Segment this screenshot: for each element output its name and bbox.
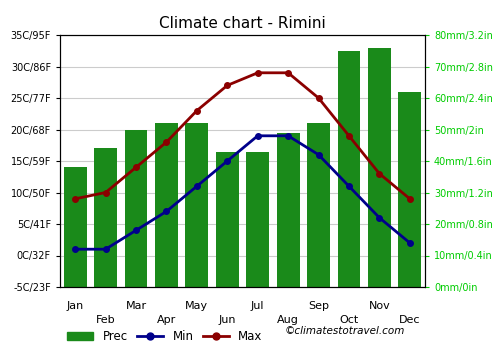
Text: Sep: Sep xyxy=(308,301,329,311)
Bar xyxy=(64,167,86,287)
Text: May: May xyxy=(186,301,208,311)
Text: Apr: Apr xyxy=(157,315,176,325)
Text: Dec: Dec xyxy=(399,315,420,325)
Bar xyxy=(155,123,178,287)
Text: Jan: Jan xyxy=(66,301,84,311)
Text: Oct: Oct xyxy=(340,315,358,325)
Text: Nov: Nov xyxy=(368,301,390,311)
Bar xyxy=(216,152,238,287)
Text: Jun: Jun xyxy=(218,315,236,325)
Text: ©climatestotravel.com: ©climatestotravel.com xyxy=(285,326,406,336)
Bar xyxy=(124,130,148,287)
Text: Feb: Feb xyxy=(96,315,116,325)
Text: Mar: Mar xyxy=(126,301,146,311)
Bar xyxy=(338,51,360,287)
Title: Climate chart - Rimini: Climate chart - Rimini xyxy=(159,16,326,31)
Bar xyxy=(186,123,208,287)
Text: Jul: Jul xyxy=(251,301,264,311)
Legend: Prec, Min, Max: Prec, Min, Max xyxy=(62,326,268,348)
Bar xyxy=(368,48,391,287)
Bar xyxy=(276,133,299,287)
Bar xyxy=(246,152,269,287)
Bar xyxy=(307,123,330,287)
Text: Aug: Aug xyxy=(277,315,299,325)
Bar xyxy=(94,148,117,287)
Bar xyxy=(398,92,421,287)
